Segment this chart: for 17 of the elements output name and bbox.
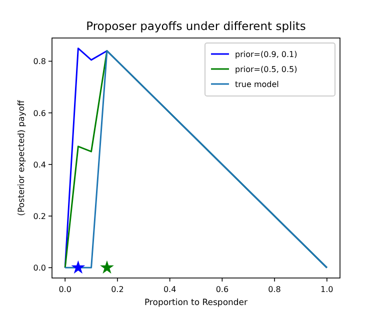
x-tick-label: 0.6 <box>216 285 229 294</box>
legend-label: prior=(0.9, 0.1) <box>235 50 298 59</box>
y-tick-label: 0.6 <box>33 108 46 118</box>
x-tick-label: 1.0 <box>320 285 334 294</box>
legend-label: true model <box>235 80 279 89</box>
x-tick-label: 0.2 <box>111 285 124 294</box>
y-tick-label: 0.8 <box>33 57 46 66</box>
y-tick-label: 0.4 <box>33 160 46 170</box>
legend-label: prior=(0.5, 0.5) <box>235 65 298 74</box>
y-tick-label: 0.2 <box>33 212 46 222</box>
y-tick-label: 0.0 <box>33 264 46 273</box>
y-axis-title: (Posterior expected) payoff <box>17 99 27 216</box>
x-axis-title: Proportion to Responder <box>144 298 248 308</box>
x-tick-label: 0.8 <box>268 285 281 294</box>
chart-title: Proposer payoffs under different splits <box>86 19 306 33</box>
x-tick-label: 0.4 <box>163 285 176 294</box>
x-tick-label: 0.0 <box>58 285 72 294</box>
